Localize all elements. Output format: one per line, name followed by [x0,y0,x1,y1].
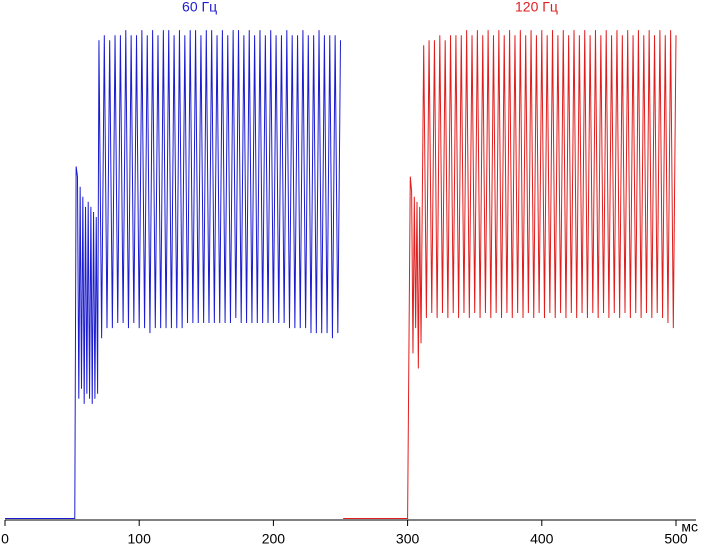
series-label: 120 Гц [515,0,558,15]
x-tick-label: 400 [530,531,554,547]
x-tick-label: 200 [262,531,286,547]
series-line [5,30,341,519]
x-tick-label: 500 [664,531,688,547]
series-line [343,30,677,519]
x-tick-label: 0 [1,531,9,547]
series-label: 60 Гц [182,0,217,15]
x-tick-label: 100 [128,531,152,547]
x-axis-label: мс [681,519,698,535]
x-tick-label: 300 [396,531,420,547]
